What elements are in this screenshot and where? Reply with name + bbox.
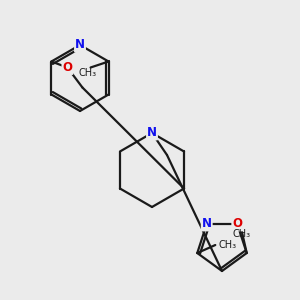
Text: N: N [147, 127, 157, 140]
Text: O: O [62, 61, 72, 74]
Text: CH₃: CH₃ [218, 240, 236, 250]
Text: O: O [232, 218, 242, 230]
Text: N: N [202, 218, 212, 230]
Text: CH₃: CH₃ [233, 229, 251, 239]
Text: N: N [75, 38, 85, 52]
Text: CH₃: CH₃ [79, 68, 97, 79]
